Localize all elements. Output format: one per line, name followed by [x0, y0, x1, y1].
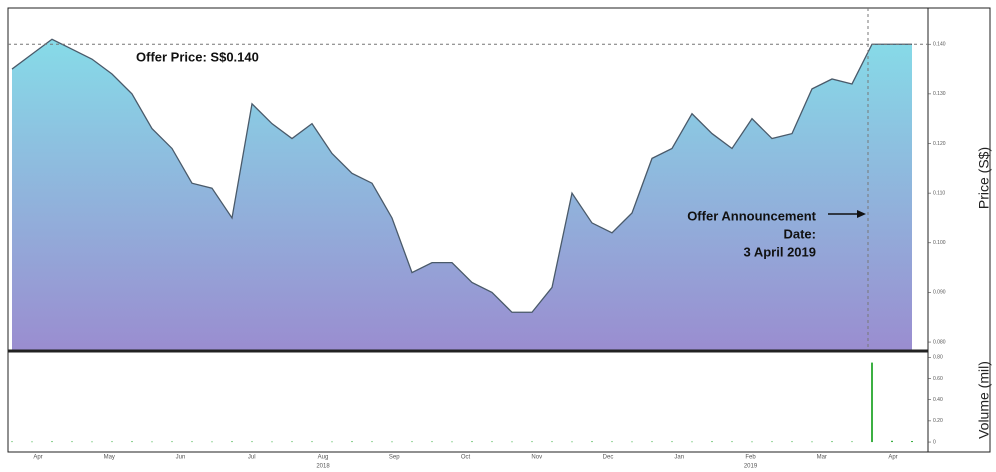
y-tick-label: 0.120	[933, 141, 946, 147]
price-area	[12, 39, 912, 350]
volume-bar	[531, 441, 533, 443]
volume-bar	[651, 441, 653, 443]
volume-bar	[891, 440, 893, 443]
volume-bar	[251, 441, 253, 443]
volume-bar	[131, 441, 133, 443]
volume-bar	[351, 441, 353, 443]
volume-bar	[271, 441, 273, 443]
x-tick-label: Nov	[531, 455, 542, 461]
volume-bar	[511, 441, 513, 443]
y-tick-label: 0.100	[933, 240, 946, 246]
volume-bar	[871, 362, 873, 443]
price-line	[11, 38, 912, 313]
y-tick-label: 0	[933, 439, 936, 445]
volume-bar	[411, 441, 413, 443]
volume-bar	[31, 441, 33, 443]
volume-bar	[691, 441, 693, 443]
volume-bar	[471, 441, 473, 443]
volume-bar	[431, 441, 433, 443]
volume-bar	[231, 441, 233, 443]
volume-bar	[731, 441, 733, 443]
volume-bar	[311, 441, 313, 443]
volume-bar	[331, 441, 333, 443]
y-axis-title: Volume (mil)	[976, 361, 992, 439]
plot: 0.080 0.090 0.100 0.110 0.120 0.130 0.140 0 0.20…	[8, 38, 946, 470]
y-tick-label: 0.130	[933, 91, 946, 97]
volume-bar	[191, 441, 193, 443]
x-tick-label: Oct	[461, 455, 471, 461]
volume-bar	[171, 441, 173, 443]
y-tick-label: 0.110	[933, 190, 945, 196]
x-tick-label: Jul	[248, 455, 256, 461]
year-label: 2019	[744, 464, 758, 470]
x-tick-label: Feb	[745, 455, 756, 461]
announcement-label: 3 April 2019	[743, 244, 816, 259]
x-tick-label: Apr	[888, 455, 897, 461]
volume-bar	[291, 441, 293, 443]
frame	[7, 7, 991, 453]
volume-bar	[91, 441, 93, 443]
y-tick-label: 0.140	[933, 42, 946, 48]
y-tick-label: 0.090	[933, 290, 946, 296]
volume-bar	[571, 441, 573, 443]
y-axis-title: Price (S$)	[976, 147, 992, 209]
volume-bar	[751, 441, 753, 443]
volume-bar	[391, 441, 393, 443]
volume-bar	[591, 441, 593, 443]
volume-bar	[611, 441, 613, 443]
y-tick-label: 0.60	[933, 376, 943, 382]
volume-bar	[111, 441, 113, 443]
volume-bar	[791, 441, 793, 443]
volume-bar	[151, 441, 153, 443]
volume-bar	[71, 441, 73, 443]
volume-bar	[551, 441, 553, 443]
arrow-head	[857, 210, 866, 218]
announcement-label: Offer Announcement	[687, 208, 816, 223]
announcement-label: Date:	[783, 226, 816, 241]
x-tick-label: Jan	[674, 455, 684, 461]
volume-bar	[491, 441, 493, 443]
offer-price-label: Offer Price: S$0.140	[136, 49, 259, 64]
volume-bar	[371, 441, 373, 443]
volume-bar	[711, 441, 713, 443]
volume-bar	[211, 441, 213, 443]
volume-bar	[771, 441, 773, 443]
x-tick-label: May	[104, 455, 115, 461]
volume-bar	[51, 441, 53, 443]
volume-bar	[631, 441, 633, 443]
volume-bar	[851, 441, 853, 443]
y-tick-label: 0.40	[933, 397, 943, 403]
x-tick-label: Apr	[33, 455, 42, 461]
y-tick-label: 0.20	[933, 418, 943, 424]
volume-bar	[831, 441, 833, 443]
volume-bar	[451, 441, 453, 443]
x-tick-label: Mar	[817, 455, 827, 461]
volume-bar	[811, 441, 813, 443]
x-tick-label: Sep	[389, 455, 400, 461]
year-label: 2018	[316, 464, 330, 470]
x-tick-label: Dec	[603, 455, 614, 461]
volume-bar	[911, 440, 913, 443]
y-tick-label: 0.080	[933, 339, 946, 345]
volume-bar	[671, 441, 673, 443]
x-tick-label: Jun	[176, 455, 186, 461]
y-tick-label: 0.80	[933, 355, 943, 361]
x-tick-label: Aug	[318, 455, 329, 461]
volume-bar	[11, 441, 13, 443]
